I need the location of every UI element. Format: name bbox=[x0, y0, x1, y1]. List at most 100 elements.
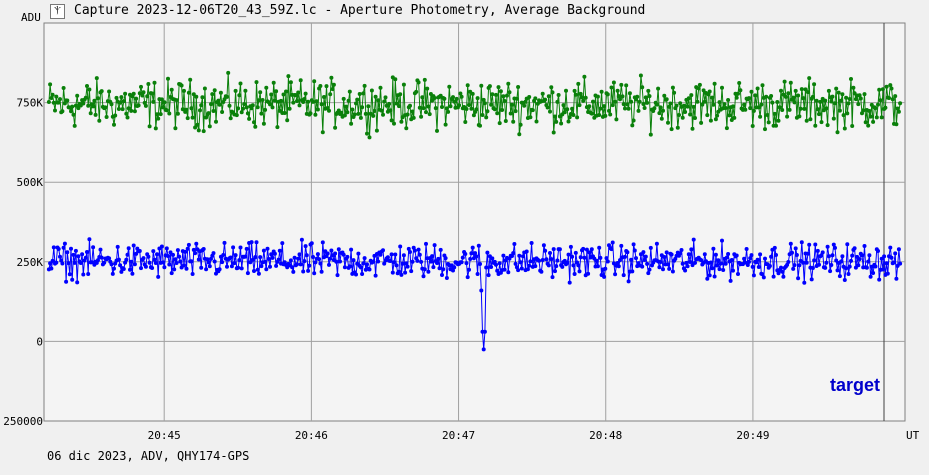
data-point bbox=[878, 98, 883, 103]
data-point bbox=[705, 113, 710, 118]
data-point bbox=[580, 95, 584, 100]
data-point bbox=[573, 92, 578, 97]
data-point bbox=[702, 252, 707, 257]
data-point bbox=[49, 96, 54, 100]
data-point bbox=[631, 118, 636, 123]
data-point bbox=[425, 86, 430, 91]
data-point bbox=[544, 257, 549, 262]
data-point bbox=[475, 96, 480, 101]
data-point bbox=[48, 82, 53, 87]
data-point bbox=[85, 250, 89, 254]
data-point bbox=[595, 94, 600, 99]
data-point bbox=[286, 74, 291, 79]
data-point bbox=[742, 102, 747, 107]
data-point bbox=[107, 89, 112, 94]
data-point bbox=[713, 117, 718, 122]
data-point bbox=[94, 76, 99, 81]
data-point bbox=[362, 256, 367, 261]
data-point bbox=[315, 252, 320, 257]
data-point bbox=[786, 260, 791, 264]
data-point bbox=[312, 79, 317, 84]
data-point bbox=[734, 253, 739, 258]
data-point bbox=[124, 111, 129, 116]
data-point bbox=[392, 121, 396, 126]
data-point bbox=[695, 99, 700, 104]
x-axis-labels: 20:45 20:46 20:47 20:48 20:49 UT bbox=[148, 429, 920, 442]
data-point bbox=[780, 108, 785, 112]
data-point bbox=[399, 119, 404, 124]
data-point bbox=[81, 272, 86, 277]
data-point bbox=[184, 107, 189, 112]
data-point bbox=[209, 102, 213, 107]
data-point bbox=[568, 244, 573, 249]
data-point bbox=[518, 260, 523, 265]
data-point bbox=[387, 101, 392, 106]
data-point bbox=[139, 84, 143, 89]
data-point bbox=[770, 100, 775, 105]
data-point bbox=[866, 123, 871, 128]
data-point bbox=[378, 85, 383, 90]
data-point bbox=[652, 106, 657, 111]
data-point bbox=[603, 113, 608, 118]
data-point bbox=[345, 254, 350, 259]
data-point bbox=[807, 76, 812, 81]
data-point bbox=[669, 252, 674, 257]
data-point bbox=[173, 257, 178, 262]
data-point bbox=[448, 104, 453, 109]
data-point bbox=[427, 112, 432, 117]
data-point bbox=[478, 123, 482, 128]
data-point bbox=[71, 112, 76, 117]
light-curve-icon[interactable]: Ⲯ bbox=[50, 4, 65, 19]
data-point bbox=[610, 103, 615, 108]
data-point bbox=[559, 121, 564, 126]
data-point bbox=[643, 254, 648, 259]
data-point bbox=[119, 95, 124, 100]
data-point bbox=[699, 120, 704, 125]
data-point bbox=[772, 111, 777, 116]
data-point bbox=[409, 269, 414, 274]
data-point bbox=[645, 100, 650, 105]
data-point bbox=[408, 250, 412, 254]
data-point bbox=[759, 102, 764, 107]
data-point bbox=[753, 93, 758, 98]
data-point bbox=[817, 262, 821, 267]
data-point bbox=[130, 271, 135, 276]
data-point bbox=[856, 263, 861, 268]
data-point bbox=[825, 123, 830, 128]
data-point bbox=[769, 94, 774, 98]
data-point bbox=[884, 261, 889, 266]
data-point bbox=[662, 255, 667, 259]
data-point bbox=[748, 256, 753, 261]
data-point bbox=[767, 264, 772, 268]
data-point bbox=[234, 113, 239, 118]
data-point bbox=[766, 120, 771, 125]
data-point bbox=[243, 254, 248, 259]
data-point bbox=[255, 267, 260, 272]
data-point bbox=[222, 240, 227, 245]
data-point bbox=[683, 110, 688, 114]
data-point bbox=[356, 111, 361, 116]
data-point bbox=[808, 117, 813, 122]
data-point bbox=[613, 272, 618, 277]
data-point bbox=[895, 106, 900, 111]
data-point bbox=[452, 265, 457, 270]
data-point bbox=[481, 97, 486, 102]
data-point bbox=[627, 91, 632, 96]
data-point bbox=[398, 92, 403, 97]
data-point bbox=[237, 93, 242, 98]
data-point bbox=[46, 100, 51, 104]
data-point bbox=[141, 90, 146, 95]
data-point bbox=[867, 253, 872, 258]
data-point bbox=[494, 92, 498, 97]
data-point bbox=[863, 120, 868, 125]
data-point bbox=[670, 85, 675, 90]
data-point bbox=[631, 242, 636, 247]
data-point bbox=[844, 266, 849, 271]
data-point bbox=[153, 261, 158, 265]
data-point bbox=[562, 110, 567, 115]
data-point bbox=[728, 278, 733, 283]
data-point bbox=[577, 269, 582, 274]
series-green bbox=[46, 70, 903, 140]
data-point bbox=[677, 113, 681, 117]
data-point bbox=[50, 92, 55, 97]
